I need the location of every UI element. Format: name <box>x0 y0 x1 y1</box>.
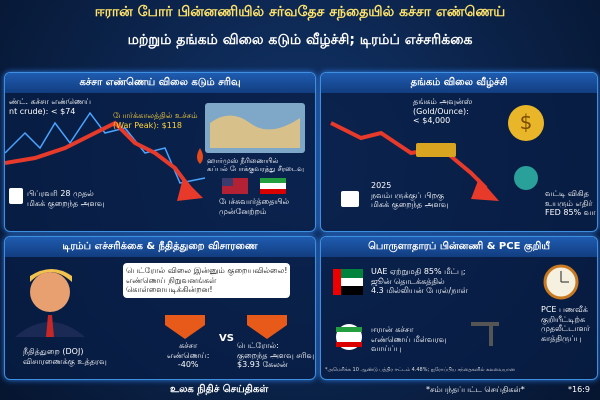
uae-note: UAE ஏற்றுமதி 85% மீட்பு; ஜூன் தொடக்கத்தி… <box>371 267 468 296</box>
trump-art <box>15 269 287 339</box>
svg-text:$: $ <box>520 110 533 134</box>
footnote: *அமெரிக்க 10 ஆண்டு பத்திர ஈட்டம் 4.48%; … <box>325 367 515 373</box>
pce-note: PCE பணவீக் குறியீட்டிற்க முதலீட்டாளர் கா… <box>541 305 591 343</box>
economy-art <box>333 264 579 350</box>
panel-heading: கச்சா எண்ணெய் விலை கடும் சரிவு <box>5 73 315 93</box>
title-line: மற்றும் தங்கம் விலை கடும் வீழ்ச்சி; டிரம… <box>127 32 473 48</box>
petrol-note: பெட்ரோல்: குறைந்த அளவு சரிவு $3.93 கேலன் <box>237 341 315 370</box>
gold-low: 2025 நவம்பருக்குப் பிறகு மிகக் குறைந்த அ… <box>371 181 449 210</box>
trump-panel: டிரம்ப் எச்சரிக்கை & நீதித்துறை விசாரணை … <box>4 236 316 380</box>
low-note: பிப்ரவரி 28 முதல் மிகக் குறைந்த அளவு <box>27 189 105 208</box>
brent-price: ண்ட். கச்சா எண்ணெய் nt crude): < $74 <box>9 97 92 116</box>
quote-bubble: பெட்ரோல் விலை இன்னும் குறையவில்லை! எண்ணெ… <box>123 263 291 298</box>
crude-drop: கச்சா எண்ணெய்: -40% <box>167 341 210 370</box>
talks-note: பேச்சுவார்த்தையில் முன்னேற்றம் <box>219 197 290 216</box>
gold-chart: $ <box>330 105 544 207</box>
title-line: ஈரான் போர் பின்னணியில் சர்வதேச சந்தையில்… <box>94 4 506 20</box>
ratio: *16:9 <box>568 385 590 394</box>
fed-note: வட்டி விகித உயரும் எதிர் FED 85% வா <box>545 189 596 218</box>
war-peak: போர்க்காலத்தில் உச்சம் (War Peak): $118 <box>113 111 198 130</box>
oil-panel: கச்சா எண்ணெய் விலை கடும் சரிவு ண்ட். கச்… <box>4 72 316 232</box>
panel-heading: தங்கம் விலை வீழ்ச்சி <box>321 73 597 93</box>
gold-panel: தங்கம் விலை வீழ்ச்சி $ தங்கம் அவுன்ஸ் (G… <box>320 72 598 232</box>
iran-note: ஈரான் கச்சா எண்ணெய் மீள்வரவு வாய்ப்பு <box>371 325 447 354</box>
oil-chart <box>5 103 305 204</box>
related: *சம்பந்தப்பட்ட செய்திகள்* <box>426 385 525 394</box>
economy-panel: பொருளாதாரப் பின்னணி & PCE குறியீ UAE ஏற்… <box>320 236 598 380</box>
panel-heading: பொருளாதாரப் பின்னணி & PCE குறியீ <box>321 237 597 257</box>
brand: உலக நிதிச் செய்திகள் <box>170 384 269 395</box>
gold-price: தங்கம் அவுன்ஸ் (Gold/Ounce): < $4,000 <box>413 97 473 126</box>
panel-heading: டிரம்ப் எச்சரிக்கை & நீதித்துறை விசாரணை <box>5 237 315 257</box>
vs-label: VS <box>219 333 234 344</box>
doj-note: நீதித்துறை (DOJ) விசாரணைக்கு உத்தரவு <box>23 347 107 366</box>
hormuz-note: ஹார்முஸ் நீரிணையில் கப்பல் போக்குவரத்து … <box>207 157 304 174</box>
